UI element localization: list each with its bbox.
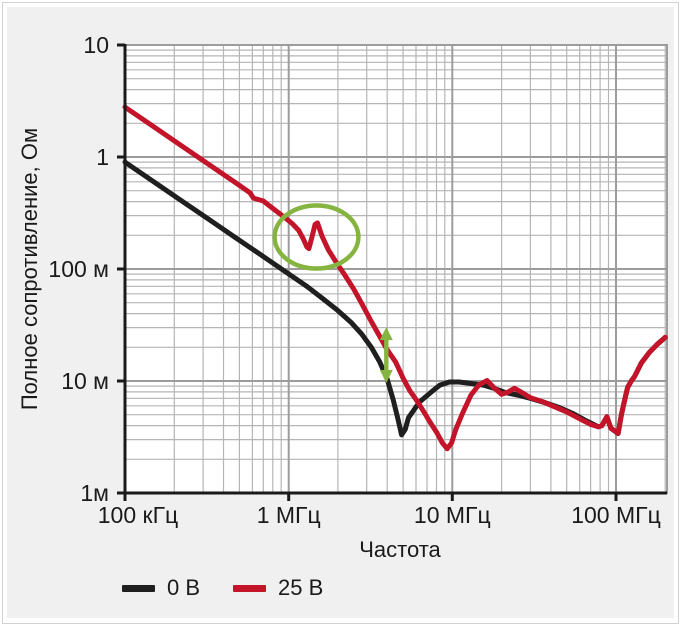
tick-marks (117, 43, 618, 501)
x-tick-label: 1 МГц (257, 502, 321, 528)
legend-swatch-25v (233, 584, 267, 592)
legend-item-25v: 25 В (233, 575, 323, 601)
y-axis-title: Полное сопротивление, Ом (17, 127, 42, 411)
legend: 0 В 25 В (122, 575, 323, 601)
difference-arrow (379, 327, 393, 383)
y-tick-label: 1м (80, 480, 109, 506)
x-axis-title: Частота (359, 537, 441, 562)
x-tick-label: 100 МГц (571, 502, 661, 528)
tick-labels: 100 кГц 1 МГц 10 МГц 100 МГц 10 1 100 м 10 м 1м (48, 32, 660, 528)
y-tick-label: 10 (83, 32, 109, 58)
x-tick-label: 100 кГц (98, 502, 178, 528)
y-tick-label: 1 (96, 144, 109, 170)
highlight-ellipse (272, 203, 361, 271)
legend-swatch-0v (122, 584, 155, 592)
series-curve-1 (122, 104, 668, 452)
y-tick-label: 10 м (61, 368, 109, 394)
legend-item-0v: 0 В (122, 575, 200, 601)
y-tick-label: 100 м (48, 256, 109, 282)
legend-label-0v: 0 В (167, 575, 201, 600)
x-tick-label: 10 МГц (414, 502, 491, 528)
legend-label-25v: 25 В (278, 575, 324, 600)
